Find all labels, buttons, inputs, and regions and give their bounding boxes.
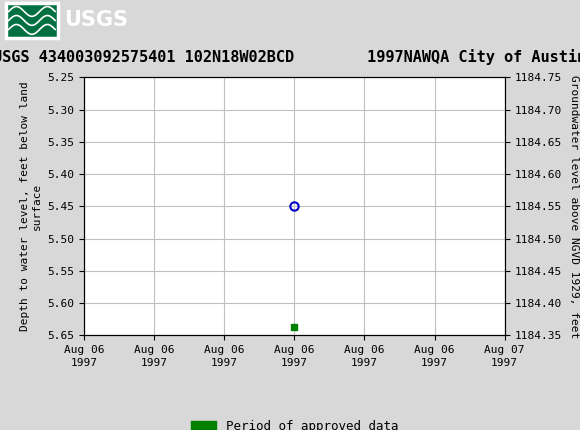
Legend: Period of approved data: Period of approved data: [186, 415, 403, 430]
Text: USGS: USGS: [64, 10, 128, 31]
FancyBboxPatch shape: [6, 3, 58, 38]
Y-axis label: Groundwater level above NGVD 1929, feet: Groundwater level above NGVD 1929, feet: [568, 75, 578, 338]
Y-axis label: Depth to water level, feet below land
surface: Depth to water level, feet below land su…: [20, 82, 42, 331]
Text: USGS 434003092575401 102N18W02BCD        1997NAWQA City of Austin: USGS 434003092575401 102N18W02BCD 1997NA…: [0, 49, 580, 65]
